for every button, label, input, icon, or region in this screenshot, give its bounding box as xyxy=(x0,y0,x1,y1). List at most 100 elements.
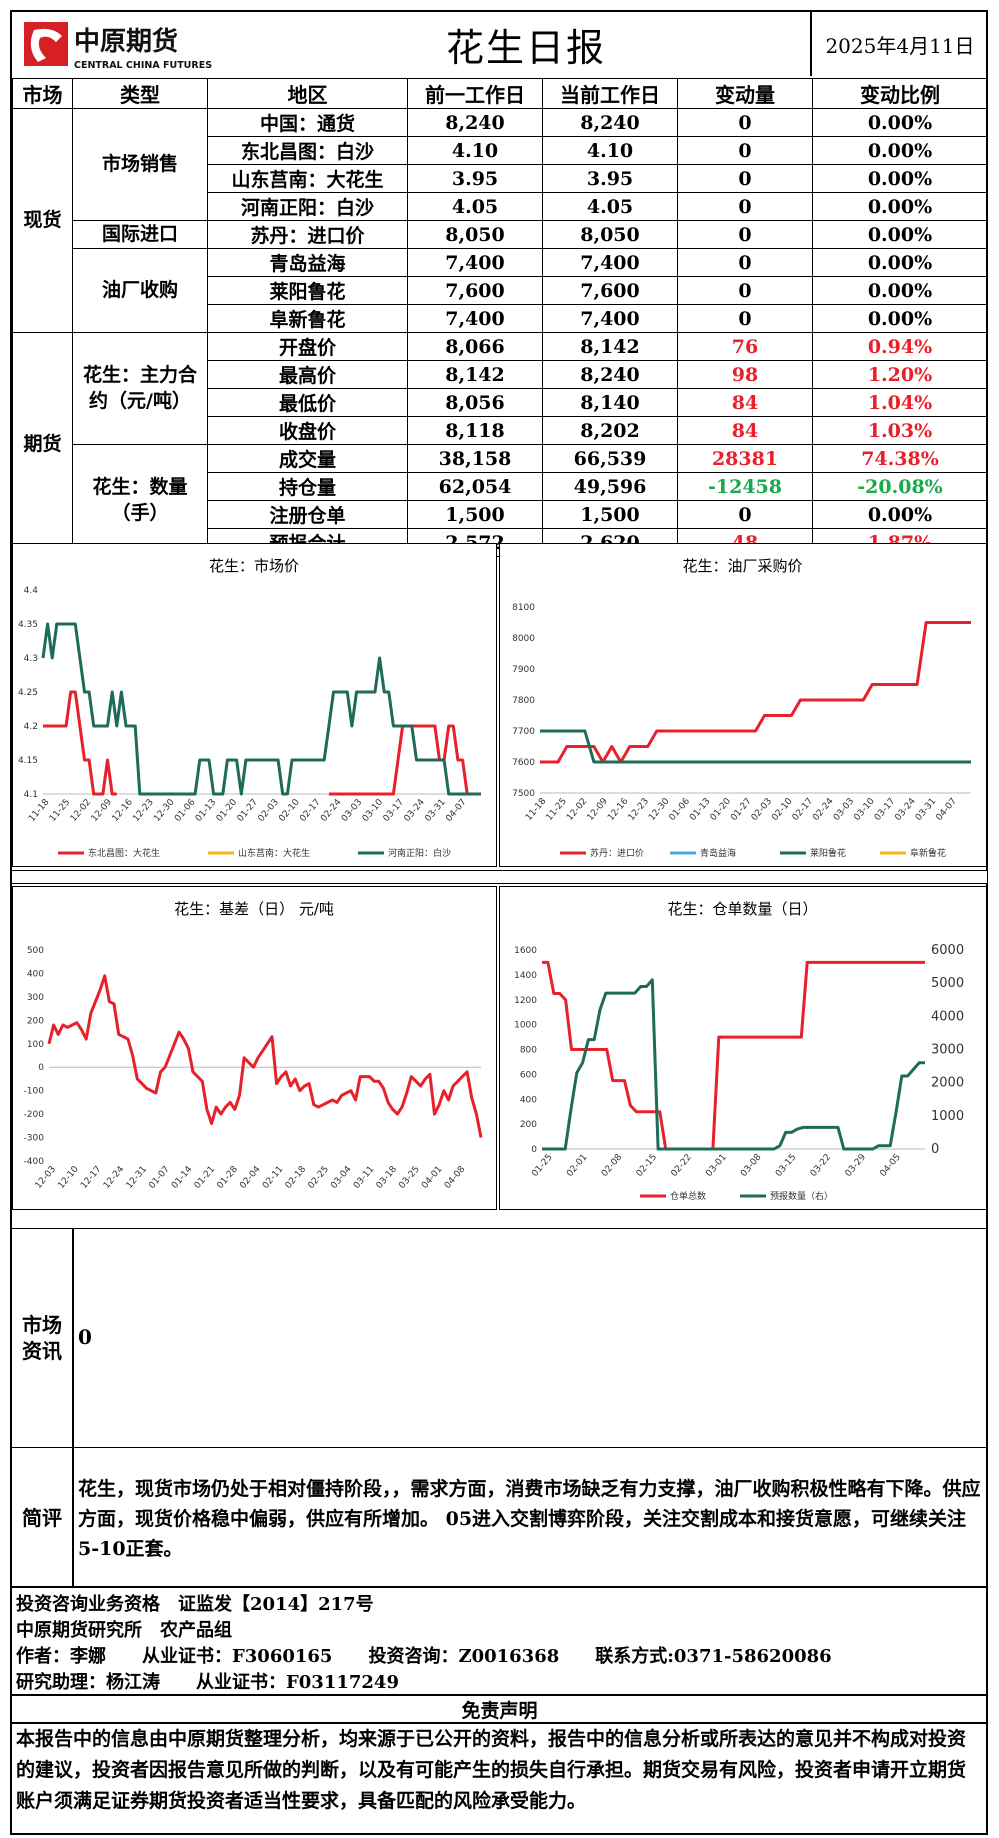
x-tick-label: 03-31 xyxy=(914,797,938,823)
x-tick-label: 02-11 xyxy=(261,1165,285,1191)
cell-prev: 7,400 xyxy=(407,248,543,277)
legend-label: 仓单总数 xyxy=(670,1190,706,1202)
cell-change: 0 xyxy=(677,108,813,137)
x-tick-label: 12-30 xyxy=(152,797,177,824)
x-tick-label: 03-15 xyxy=(774,1153,798,1179)
cell-change-pct: 1.04% xyxy=(812,388,988,417)
x-tick-label: 02-24 xyxy=(811,796,836,823)
x-tick-label: 03-08 xyxy=(739,1152,764,1179)
cell-region: 河南正阳：白沙 xyxy=(207,192,408,221)
x-tick-label: 12-10 xyxy=(56,1164,81,1191)
x-tick-label: 02-03 xyxy=(257,798,281,824)
cell-curr: 8,140 xyxy=(542,388,678,417)
cell-curr: 7,400 xyxy=(542,304,678,333)
x-tick-label: 03-29 xyxy=(844,1152,869,1179)
series-line-0 xyxy=(540,621,971,764)
x-tick-label: 03-18 xyxy=(375,1164,400,1191)
market-futures: 期货 xyxy=(12,332,73,557)
y-tick-label: 1400 xyxy=(514,971,537,981)
cell-change: 84 xyxy=(677,416,813,445)
logo-cn-text: 中原期货 xyxy=(74,26,178,57)
cell-change-pct: 0.00% xyxy=(812,164,988,193)
cell-change-pct: 1.03% xyxy=(812,416,988,445)
cell-prev: 8,118 xyxy=(407,416,543,445)
y-tick-label: 1200 xyxy=(514,996,537,1006)
table-row: 山东莒南：大花生 3.95 3.95 0 0.00% xyxy=(13,164,988,193)
cell-prev: 8,142 xyxy=(407,360,543,389)
x-tick-label: 12-02 xyxy=(69,798,93,824)
cell-change-pct: 0.00% xyxy=(812,108,988,137)
y-right-tick-label: 6000 xyxy=(931,943,964,958)
col-header-change: 变动量 xyxy=(677,78,813,109)
cell-region: 成交量 xyxy=(207,444,408,473)
x-tick-label: 04-07 xyxy=(934,797,958,823)
cell-change: 0 xyxy=(677,276,813,305)
x-tick-label: 01-13 xyxy=(194,798,218,824)
cell-curr: 1,500 xyxy=(542,500,678,529)
logo-en-text: CENTRAL CHINA FUTURES xyxy=(74,60,212,71)
x-tick-label: 01-27 xyxy=(729,797,753,823)
x-tick-label: 12-30 xyxy=(647,796,672,823)
table-row: 阜新鲁花 7,400 7,400 0 0.00% xyxy=(13,304,988,333)
cell-change: 0 xyxy=(677,164,813,193)
x-tick-label: 01-25 xyxy=(530,1153,554,1179)
y-tick-label: 7700 xyxy=(512,727,535,737)
news-text: 0 xyxy=(78,1325,92,1349)
table-row: 花生：数量（手） 成交量 38,158 66,539 28381 74.38% xyxy=(13,444,988,557)
cell-prev: 8,056 xyxy=(407,388,543,417)
series-line-0 xyxy=(542,960,925,1151)
y-tick-label: 7500 xyxy=(512,789,535,799)
y-tick-label: 500 xyxy=(27,946,44,956)
cell-change-pct: 0.00% xyxy=(812,276,988,305)
x-tick-label: 12-17 xyxy=(79,1165,103,1191)
y-tick-label: 200 xyxy=(27,1016,44,1026)
x-tick-label: 12-23 xyxy=(131,798,155,824)
table-row: 油厂收购 青岛益海 7,400 7,400 0 0.00% xyxy=(13,248,988,333)
col-header-change-pct: 变动比例 xyxy=(812,78,988,109)
footer-assistant: 研究助理：杨江涛 从业证书：F03117249 xyxy=(16,1672,399,1693)
col-header-market: 市场 xyxy=(12,78,73,109)
chart-row-divider xyxy=(12,870,987,884)
footer-author: 作者：李娜 从业证书：F3060165 投资咨询：Z0016368 联系方式:0… xyxy=(16,1646,832,1667)
cell-curr: 49,596 xyxy=(542,472,678,501)
x-tick-label: 03-04 xyxy=(329,1164,354,1191)
cell-prev: 4.05 xyxy=(407,192,543,221)
y-tick-label: -400 xyxy=(24,1157,45,1167)
cell-region: 最高价 xyxy=(207,360,408,389)
chart-title: 花生：仓单数量（日） xyxy=(667,900,817,918)
type-oil-mill: 油厂收购 xyxy=(72,248,208,333)
cell-prev: 7,400 xyxy=(407,304,543,333)
y-right-tick-label: 5000 xyxy=(931,976,964,991)
y-tick-label: 7900 xyxy=(512,665,535,675)
chart-title: 花生：油厂采购价 xyxy=(682,557,802,575)
logo-mark-icon: 中原期货 CENTRAL CHINA FUTURES xyxy=(24,22,212,71)
cell-prev: 8,050 xyxy=(407,220,543,249)
y-tick-label: 4.4 xyxy=(24,586,39,596)
cell-region: 青岛益海 xyxy=(207,248,408,277)
x-tick-label: 02-17 xyxy=(791,797,815,823)
cell-change-pct: 0.00% xyxy=(812,220,988,249)
x-tick-label: 12-24 xyxy=(102,1164,127,1191)
footer-qualification: 投资咨询业务资格 证监发【2014】217号 xyxy=(16,1594,374,1615)
y-tick-label: -200 xyxy=(24,1110,45,1120)
x-tick-label: 01-21 xyxy=(193,1165,217,1191)
chart-basis-svg: 花生：基差（日） 元/吨 -400 -300 -200 -100 0 100 200 300 40… xyxy=(24,900,483,1191)
y-tick-label: 4.1 xyxy=(24,790,38,800)
x-tick-label: 01-20 xyxy=(709,796,734,823)
cell-curr: 3.95 xyxy=(542,164,678,193)
y-tick-label: -100 xyxy=(24,1087,45,1097)
table-header-row: 市场 类型 地区 前一工作日 当前工作日 变动量 变动比例 xyxy=(12,78,988,109)
y-tick-label: 400 xyxy=(27,969,44,979)
x-tick-label: 12-23 xyxy=(627,797,651,823)
cell-change-pct: 0.00% xyxy=(812,136,988,165)
y-tick-label: 4.3 xyxy=(24,654,38,664)
cell-change: 0 xyxy=(677,220,813,249)
cell-region: 收盘价 xyxy=(207,416,408,445)
col-header-prev: 前一工作日 xyxy=(407,78,543,109)
cell-region: 苏丹：进口价 xyxy=(207,220,408,249)
x-tick-label: 03-22 xyxy=(809,1153,833,1179)
x-tick-label: 03-03 xyxy=(832,797,856,823)
news-section xyxy=(12,1228,987,1448)
x-tick-label: 12-16 xyxy=(111,797,136,824)
cell-curr: 66,539 xyxy=(542,444,678,473)
